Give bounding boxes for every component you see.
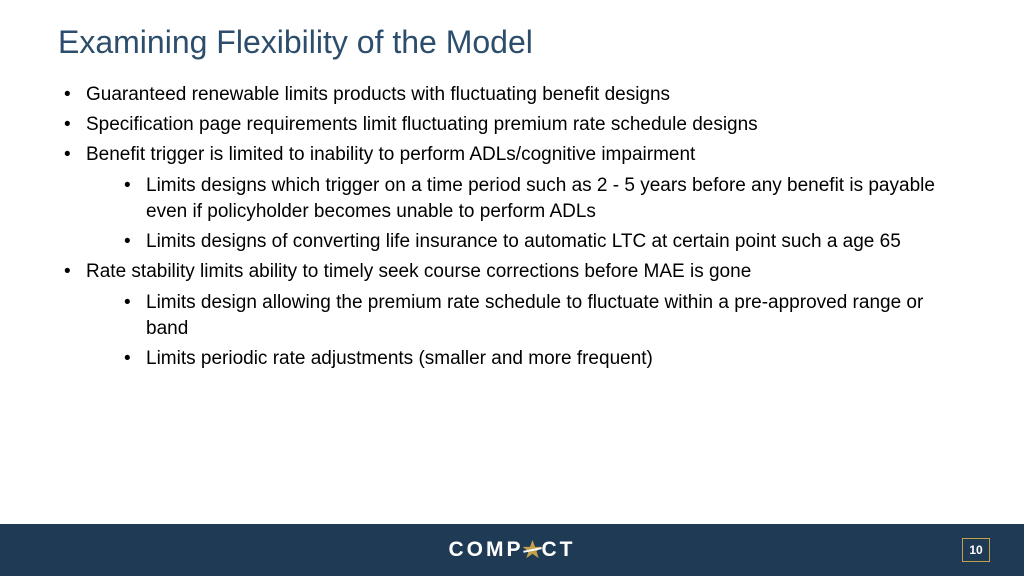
bullet-item: Benefit trigger is limited to inability … [58, 142, 966, 255]
bullet-text: Limits designs of converting life insura… [146, 231, 901, 252]
star-icon [522, 540, 544, 560]
footer-logo: COMP CT [449, 538, 576, 562]
bullet-text: Benefit trigger is limited to inability … [86, 144, 695, 165]
bullet-text: Limits periodic rate adjustments (smalle… [146, 348, 653, 369]
bullet-text: Rate stability limits ability to timely … [86, 261, 751, 282]
sub-bullet-item: Limits design allowing the premium rate … [86, 290, 966, 342]
slide: Examining Flexibility of the Model Guara… [0, 0, 1024, 576]
bullet-text: Specification page requirements limit fl… [86, 114, 758, 135]
logo-text-right: CT [542, 538, 576, 562]
bullet-item: Guaranteed renewable limits products wit… [58, 82, 966, 108]
bullet-text: Guaranteed renewable limits products wit… [86, 84, 670, 105]
page-number: 10 [962, 538, 990, 562]
sub-bullet-list: Limits design allowing the premium rate … [86, 290, 966, 373]
sub-bullet-list: Limits designs which trigger on a time p… [86, 173, 966, 256]
bullet-list: Guaranteed renewable limits products wit… [58, 82, 966, 372]
bullet-item: Rate stability limits ability to timely … [58, 259, 966, 372]
sub-bullet-item: Limits designs of converting life insura… [86, 229, 966, 255]
bullet-text: Limits designs which trigger on a time p… [146, 175, 935, 222]
sub-bullet-item: Limits periodic rate adjustments (smalle… [86, 346, 966, 372]
logo-text-left: COMP [449, 538, 524, 562]
slide-footer: COMP CT 10 [0, 524, 1024, 576]
slide-title: Examining Flexibility of the Model [58, 24, 533, 61]
bullet-text: Limits design allowing the premium rate … [146, 292, 923, 339]
slide-body: Guaranteed renewable limits products wit… [58, 82, 966, 376]
bullet-item: Specification page requirements limit fl… [58, 112, 966, 138]
sub-bullet-item: Limits designs which trigger on a time p… [86, 173, 966, 225]
